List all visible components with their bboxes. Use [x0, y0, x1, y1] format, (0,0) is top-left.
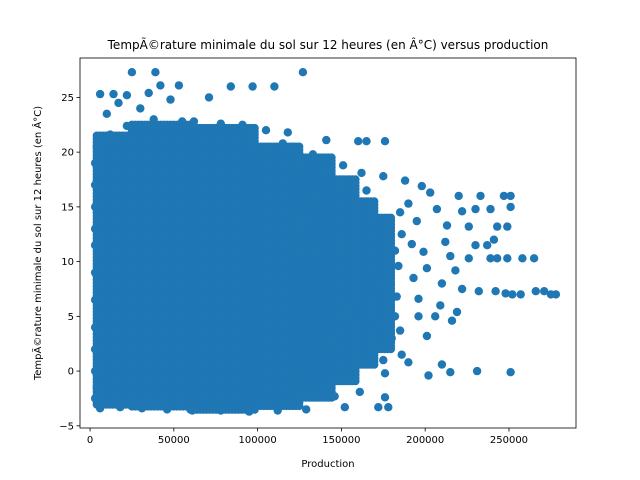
scatter-point-cloud	[92, 120, 396, 414]
chart-title: TempÃ©rature minimale du sol sur 12 heur…	[107, 37, 549, 52]
